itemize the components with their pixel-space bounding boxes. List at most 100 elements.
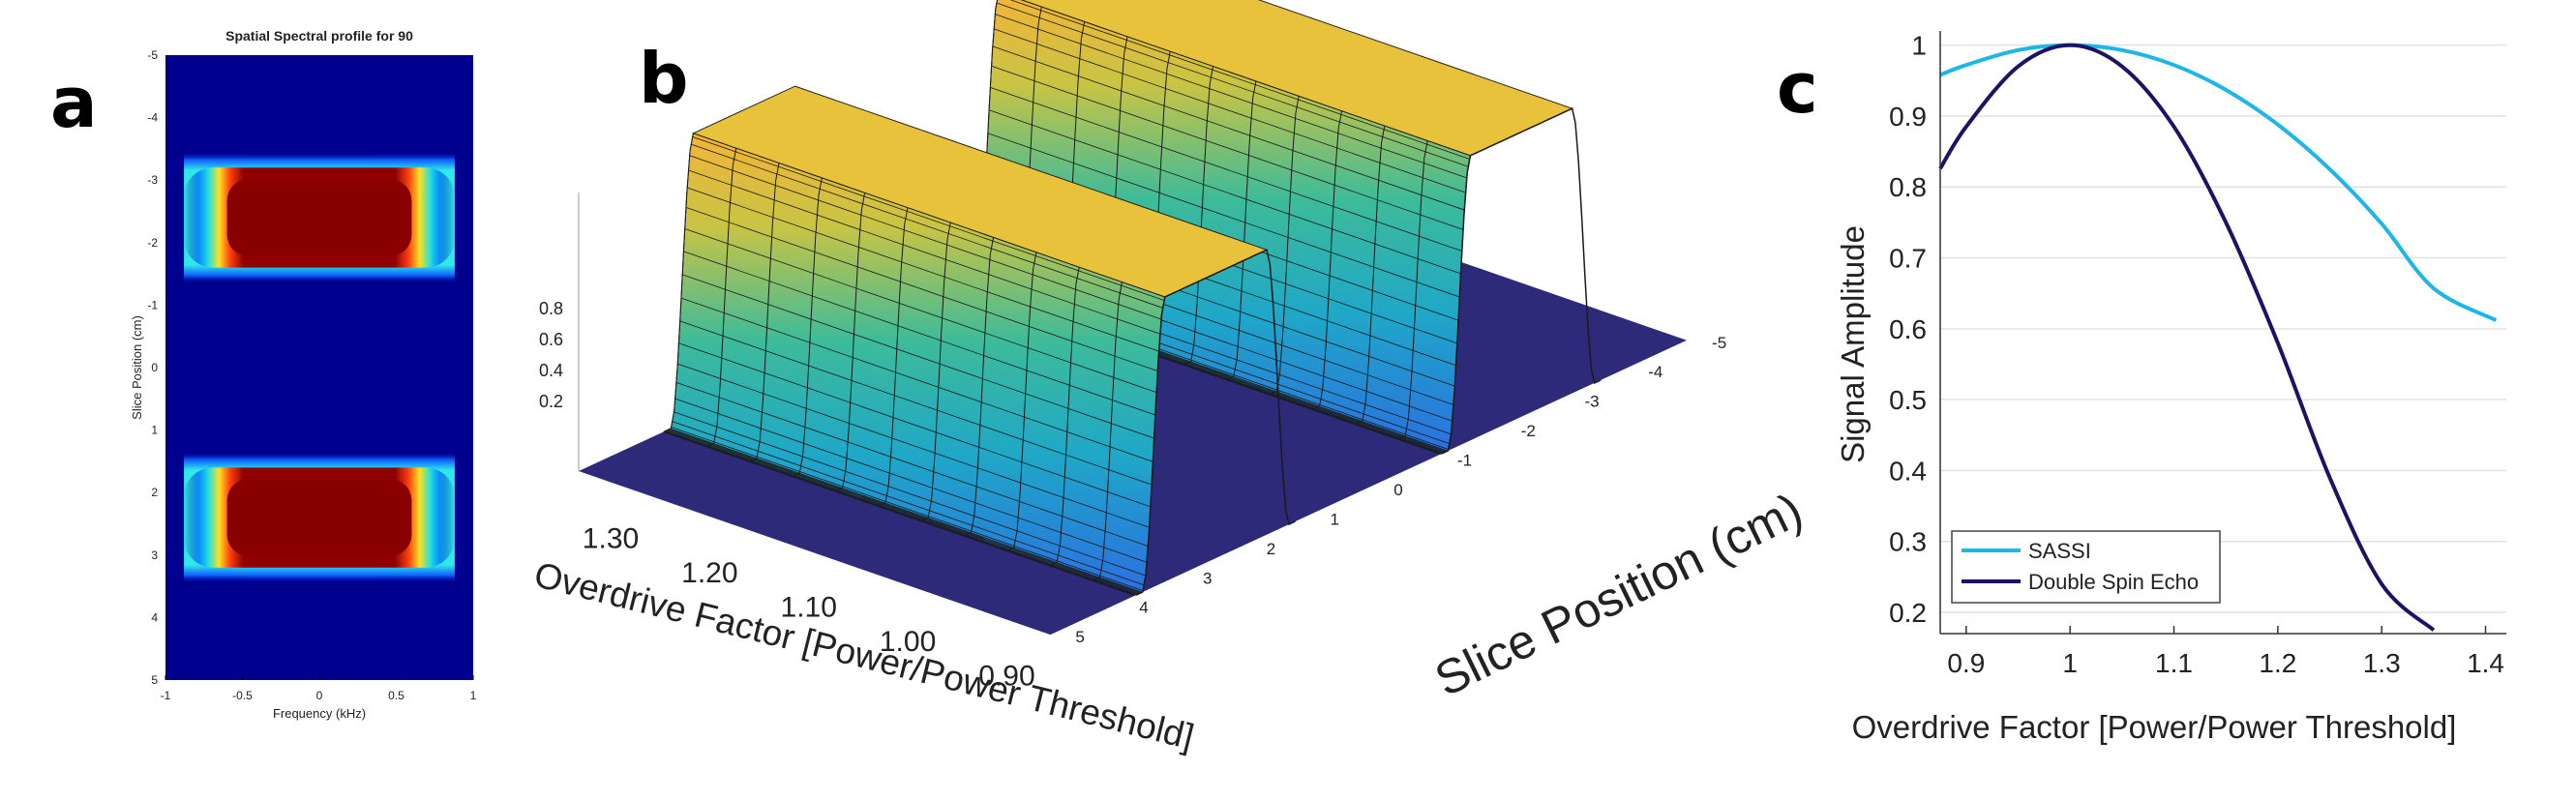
surface-cross-section	[1270, 96, 1300, 395]
surface-mesh-line	[669, 429, 1142, 594]
line-y-tick: 0.4	[1889, 456, 1927, 486]
surface-cross-section	[1227, 80, 1257, 380]
surface-y-tick: -1	[1457, 452, 1472, 470]
panel-letter-c: c	[1777, 47, 1818, 129]
surface-mesh-line	[686, 187, 1159, 352]
surface-x-tick: 1.00	[880, 626, 936, 658]
series-double-spin-echo	[1938, 43, 2436, 632]
surface-z-tick: 0.2	[539, 392, 563, 411]
surface-cross-section	[835, 193, 866, 491]
surface-x-tick: 1.10	[781, 592, 837, 624]
line-x-label: Overdrive Factor [Power/Power Threshold]	[1852, 709, 2457, 745]
surface-y-tick: 3	[1203, 569, 1212, 587]
surface-z-tick: 0.8	[539, 299, 563, 318]
surface-mesh-line	[670, 428, 1143, 593]
line-x-tick: 1.1	[2155, 648, 2193, 678]
surface-mesh-line	[987, 133, 1460, 298]
surface-end-profile	[1135, 249, 1296, 596]
surface-mesh-line	[991, 65, 1464, 230]
surface-mesh-line	[685, 206, 1158, 371]
surface-cross-section	[1312, 110, 1343, 410]
surface-y-tick: 4	[1139, 599, 1148, 617]
surface-cross-section	[1398, 140, 1428, 440]
line-y-tick: 0.9	[1889, 102, 1927, 132]
surface-mesh-line	[682, 274, 1154, 439]
heatmap-y-tick: 2	[151, 486, 158, 499]
line-x-tick: 1	[2062, 648, 2078, 678]
surface-y-tick: -3	[1585, 393, 1600, 411]
surface-mesh-line	[690, 143, 1163, 309]
surface-cross-section	[964, 237, 995, 537]
line-y-tick: 1	[1911, 31, 1927, 61]
surface-y-tick: -4	[1648, 363, 1662, 381]
surface-cross-section	[1093, 281, 1123, 581]
heatmap-y-tick: -4	[147, 111, 158, 125]
surface-mesh-line	[995, 14, 1467, 179]
surface-mesh-line	[679, 320, 1153, 486]
surface-x-tick: 0.90	[978, 661, 1034, 693]
heatmap-x-tick: -1	[161, 689, 171, 702]
panel-letter-b: b	[639, 38, 689, 119]
surface-mesh-line	[688, 169, 1160, 335]
surface-mesh-line	[667, 430, 1139, 595]
heatmap-band-core	[226, 479, 412, 556]
surface-z-tick: 0.6	[539, 330, 563, 349]
surface-cross-section	[750, 163, 780, 462]
heatmap-y-tick: 4	[151, 610, 158, 624]
line-y-tick: 0.3	[1889, 527, 1927, 557]
heatmap-y-tick: 5	[151, 673, 158, 687]
line-y-label: Signal Amplitude	[1835, 225, 1871, 463]
heatmap-x-label: Frequency (kHz)	[273, 706, 366, 721]
surface-mesh-line	[689, 155, 1162, 320]
surface-y-tick: 5	[1075, 628, 1084, 646]
heatmap-chart: Spatial Spectral profile for 90 -1 -0.5 0 0…	[130, 28, 477, 721]
surface-mesh-line	[664, 430, 1137, 596]
heatmap-y-tick: -2	[147, 236, 158, 250]
heatmap-title: Spatial Spectral profile for 90	[225, 28, 413, 44]
surface-mesh-line	[677, 363, 1150, 528]
surface-mesh-line	[1009, 0, 1470, 160]
surface-x-tick: 1.20	[681, 557, 737, 589]
surface-cross-section	[1050, 267, 1080, 566]
heatmap-y-label: Slice Position (cm)	[130, 315, 144, 420]
line-y-tick: 0.5	[1889, 385, 1927, 415]
heatmap-y-tick: -3	[147, 173, 158, 187]
surface-mesh-line	[673, 421, 1145, 586]
surface-mesh-line	[668, 429, 1140, 594]
surface-cross-section	[1356, 126, 1386, 425]
surface-y-tick: -5	[1712, 334, 1726, 352]
line-x-tick: 1.4	[2467, 648, 2504, 678]
heatmap-x-tick: 0	[316, 689, 323, 702]
line-y-tick: 0.6	[1889, 314, 1927, 344]
surface-cross-section	[706, 148, 737, 447]
line-y-tick: 0.2	[1889, 598, 1927, 628]
surface-end-profile	[1441, 107, 1602, 455]
surface-mesh-line	[683, 251, 1155, 416]
surface-mesh-line	[678, 342, 1152, 508]
line-x-tick: 0.9	[1947, 648, 1985, 678]
surface-z-tick: 0.4	[539, 361, 563, 380]
line-x-tick: 1.2	[2259, 648, 2296, 678]
line-y-tick: 0.7	[1889, 244, 1927, 274]
heatmap-x-tick: -0.5	[232, 689, 253, 702]
legend-label-sassi: SASSI	[2028, 539, 2091, 563]
surface-mesh-line	[680, 297, 1153, 462]
heatmap-y-tick: -5	[147, 48, 158, 62]
surface-y-tick: 2	[1267, 540, 1275, 558]
series-sassi	[1939, 43, 2498, 322]
surface-mesh-line	[691, 135, 1164, 301]
line-y-tick: 0.8	[1889, 172, 1927, 202]
surface-mesh-line	[993, 28, 1466, 193]
surface-cross-section	[793, 177, 823, 477]
heatmap-x-tick: 1	[470, 689, 477, 702]
heatmap-y-tick: 1	[151, 424, 158, 437]
surface-mesh-line	[992, 45, 1465, 211]
surface-y-tick: 0	[1393, 481, 1402, 499]
surface-y-tick: -2	[1521, 422, 1536, 440]
surface-mesh-line	[663, 431, 1136, 597]
surface-cross-section	[921, 222, 951, 521]
legend: SASSI Double Spin Echo	[1951, 530, 2221, 604]
surface-x-tick: 1.30	[583, 523, 639, 555]
heatmap-y-tick: 3	[151, 548, 158, 562]
